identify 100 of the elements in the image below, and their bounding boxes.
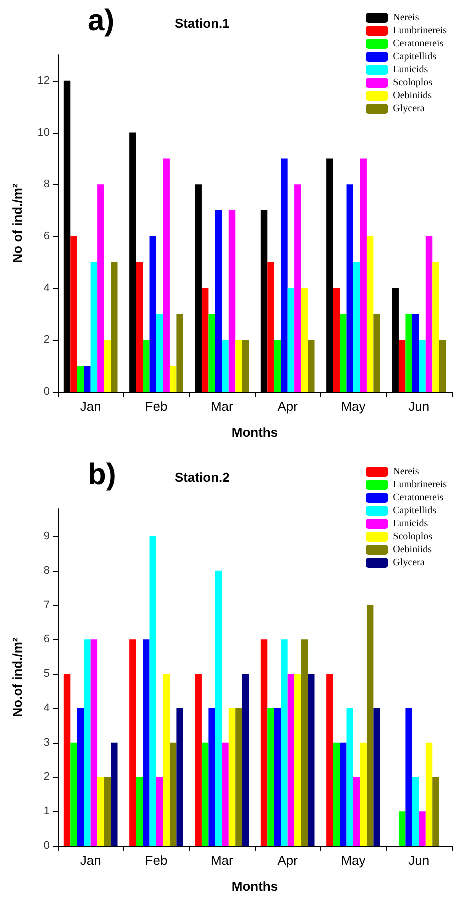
bar xyxy=(156,314,164,392)
bar xyxy=(176,314,184,392)
bar xyxy=(195,674,202,846)
bar xyxy=(90,262,98,392)
bar xyxy=(366,236,374,392)
y-tick-label: 4 xyxy=(44,702,50,714)
bar xyxy=(215,570,222,846)
text: b) xyxy=(88,458,116,492)
bar xyxy=(419,812,426,846)
x-tick-label: Feb xyxy=(145,853,168,868)
bar xyxy=(163,158,170,392)
bar xyxy=(150,236,156,392)
bar xyxy=(170,366,177,392)
legend-label: Scoloplos xyxy=(393,532,433,542)
legend-label: Scoloplos xyxy=(393,78,433,88)
bar xyxy=(84,640,91,846)
bar xyxy=(406,314,412,392)
x-tick-label: Feb xyxy=(145,399,168,414)
bar xyxy=(208,314,216,392)
bar xyxy=(346,708,354,846)
bar xyxy=(150,536,156,846)
bar xyxy=(354,262,360,392)
bar xyxy=(346,184,354,392)
y-tick-label: 8 xyxy=(44,564,50,577)
bar xyxy=(84,366,91,392)
y-tick-label: 10 xyxy=(38,126,50,139)
bar xyxy=(77,708,84,846)
x-tick-label: Jun xyxy=(408,399,430,414)
legend-label: Oebiniids xyxy=(393,90,432,102)
y-tick-label: 3 xyxy=(44,736,50,749)
x-tick-label: Apr xyxy=(278,853,299,868)
y-tick-label: 9 xyxy=(44,530,50,543)
x-tick-label: Jun xyxy=(408,853,430,868)
x-tick-label: May xyxy=(341,399,366,414)
y-tick-label: 12 xyxy=(38,74,50,87)
bar xyxy=(439,340,446,392)
bar xyxy=(374,708,380,846)
y-axis-title: No of ind./m² xyxy=(10,183,25,264)
legend-label: Glycera xyxy=(393,104,426,114)
bar xyxy=(64,674,71,846)
y-tick-label: 6 xyxy=(44,634,50,646)
bar xyxy=(222,340,229,392)
bar xyxy=(202,288,209,392)
bar xyxy=(136,777,144,846)
bar xyxy=(268,708,274,846)
chart-title: Station.1 xyxy=(175,16,230,31)
bar xyxy=(281,640,288,846)
bar xyxy=(98,777,104,846)
legend-label: Eunicids xyxy=(393,64,428,76)
bar xyxy=(111,742,118,846)
bar xyxy=(398,812,406,846)
bar xyxy=(294,184,302,392)
bar xyxy=(228,708,236,846)
bar xyxy=(340,742,347,846)
bar xyxy=(412,314,420,392)
y-tick-label: 7 xyxy=(44,599,50,612)
y-tick-label: 2 xyxy=(44,771,50,784)
x-tick-label: Mar xyxy=(210,853,234,868)
bar xyxy=(104,777,112,846)
bar xyxy=(340,314,347,392)
y-tick-label: 1 xyxy=(44,806,50,818)
bar xyxy=(308,340,315,392)
bar xyxy=(274,708,282,846)
y-tick-label: 5 xyxy=(44,668,50,680)
legend-label: Eunicids xyxy=(393,518,428,530)
legend-label: Lumbrinereis xyxy=(393,26,448,36)
bar xyxy=(222,742,229,846)
bar xyxy=(308,674,315,846)
bar xyxy=(294,674,302,846)
bar xyxy=(143,640,150,846)
bar xyxy=(333,288,340,392)
x-tick-label: Jan xyxy=(80,399,102,414)
y-axis-title: No.of ind./m² xyxy=(10,637,25,718)
bar xyxy=(242,340,250,392)
x-axis-title: Months xyxy=(232,879,278,894)
bar xyxy=(136,262,144,392)
bar xyxy=(176,708,184,846)
bar xyxy=(301,288,308,392)
y-tick-label: 8 xyxy=(44,178,50,191)
y-tick-label: 4 xyxy=(44,282,50,294)
legend-label: Capitellids xyxy=(393,506,437,516)
chart-title: Station.2 xyxy=(175,470,230,485)
x-tick-label: May xyxy=(341,853,366,868)
bar xyxy=(215,210,222,392)
bar xyxy=(90,640,98,846)
x-tick-label: Apr xyxy=(278,399,299,414)
bar xyxy=(432,262,440,392)
bar xyxy=(288,674,295,846)
bar xyxy=(360,158,367,392)
bar xyxy=(398,340,406,392)
x-axis-title: Months xyxy=(232,425,278,440)
bar xyxy=(412,777,420,846)
bar xyxy=(432,777,440,846)
legend-label: Glycera xyxy=(393,558,426,568)
bar xyxy=(70,236,78,392)
legend-label: Capitellids xyxy=(393,52,437,62)
bar xyxy=(419,340,426,392)
bar xyxy=(208,708,216,846)
bar xyxy=(170,742,177,846)
bar xyxy=(104,340,112,392)
